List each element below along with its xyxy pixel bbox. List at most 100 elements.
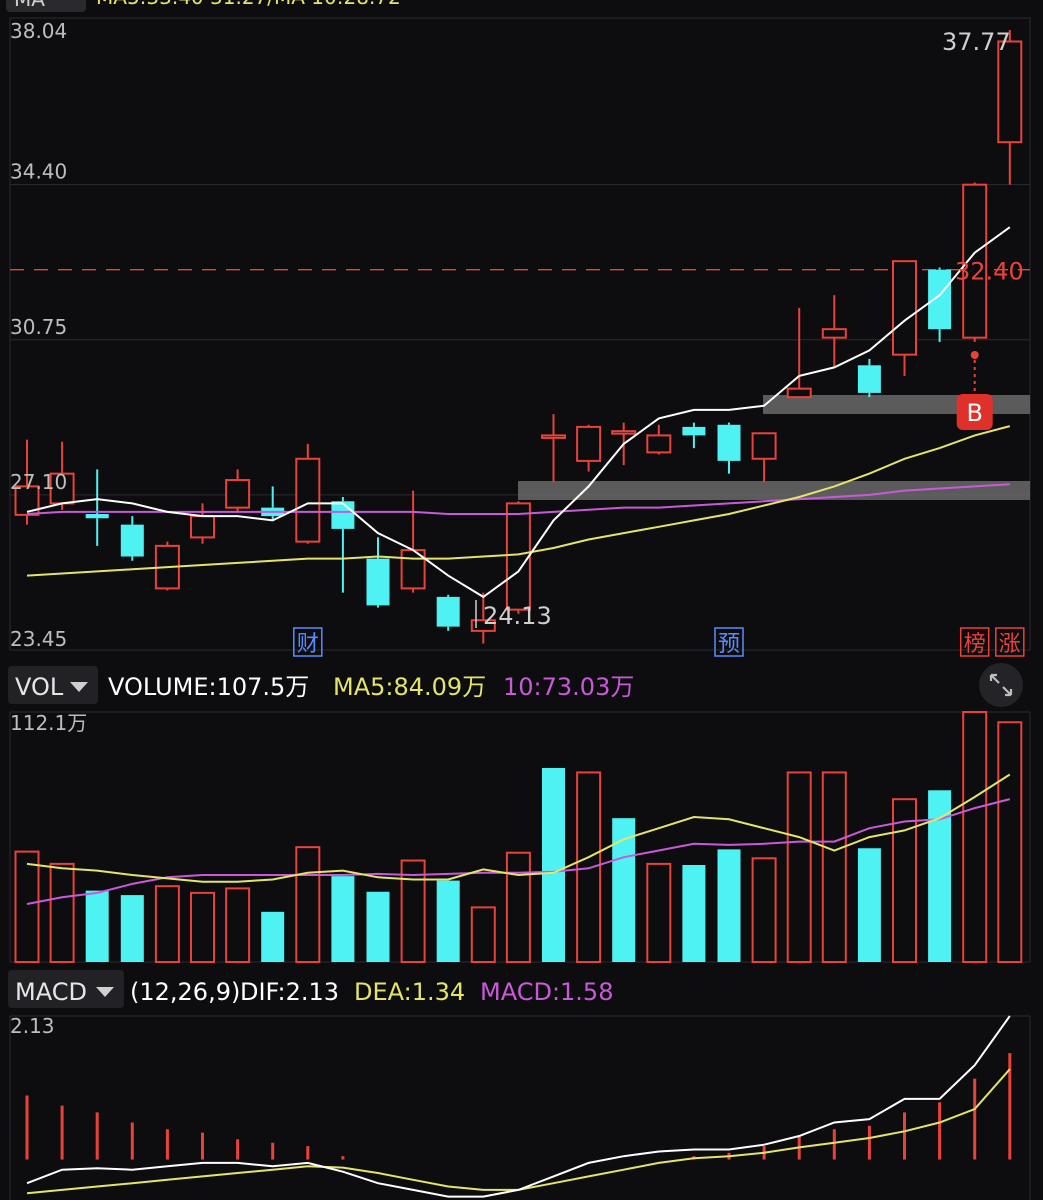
- candle-body: [928, 269, 952, 330]
- volume-bar: [49, 862, 75, 964]
- macd-panel-border: [9, 1015, 1031, 1200]
- ma20-line: [26, 483, 1010, 515]
- vol-selector-chevron-down-icon[interactable]: [70, 682, 88, 692]
- volume-ma10-line: [26, 798, 1011, 905]
- candle-body: [962, 183, 988, 339]
- volume-bar: [295, 846, 321, 964]
- macd-params: (12,26,9): [130, 978, 240, 1006]
- price-ma-lines: [26, 226, 1011, 599]
- volume-bar: [14, 850, 40, 963]
- candle-body: [857, 365, 881, 393]
- macd-grid: 2.13: [9, 1014, 1031, 1200]
- macd-dea-line: [26, 1068, 1011, 1195]
- macd-selector-bg[interactable]: [8, 970, 124, 1008]
- macd-lines: [26, 1015, 1011, 1198]
- price-axis-label: 34.40: [10, 160, 67, 184]
- volume-bar: [892, 798, 917, 963]
- candle: [541, 414, 566, 483]
- volume-ma-lines: [26, 773, 1011, 905]
- volume-bar: [331, 876, 355, 962]
- macd-macd-value: MACD:1.58: [480, 978, 613, 1006]
- price-axis-label: 30.75: [10, 315, 67, 339]
- vol-selector-bg[interactable]: [8, 666, 98, 704]
- candle: [366, 537, 390, 608]
- ma10-line: [26, 425, 1011, 577]
- volume-bar: [717, 849, 741, 962]
- candle: [436, 594, 460, 631]
- ma5-line: [26, 226, 1011, 599]
- candle: [85, 469, 109, 546]
- candle: [225, 469, 251, 512]
- macd-axis-top-label: 2.13: [10, 1014, 55, 1038]
- macd-selector-label[interactable]: MACD: [15, 978, 87, 1006]
- volume-bar: [962, 711, 988, 963]
- expand-button[interactable]: [979, 663, 1023, 707]
- event-tag-label[interactable]: 预: [718, 632, 740, 657]
- price-axis-label: 23.45: [10, 627, 67, 651]
- candle: [400, 490, 426, 593]
- volume-bar: [120, 895, 144, 962]
- macd-header: MACD (12,26,9) DIF:2.13 DEA:1.34 MACD:1.…: [8, 970, 613, 1008]
- price-axis-label: 27.10: [10, 470, 67, 494]
- event-tag-box[interactable]: [714, 627, 744, 657]
- volume-value: VOLUME:107.5万: [108, 673, 309, 701]
- candle: [120, 516, 144, 561]
- event-tag-box[interactable]: [959, 627, 990, 657]
- candle-body: [682, 426, 706, 436]
- support-zone-lower: [518, 481, 1030, 500]
- candle-body: [366, 558, 390, 606]
- candle: [997, 30, 1023, 185]
- macd-histogram: [25, 1053, 1012, 1160]
- candle: [892, 260, 917, 376]
- event-tag-box[interactable]: [995, 627, 1025, 657]
- candle-body: [576, 425, 602, 462]
- candle-body: [505, 502, 531, 611]
- candle: [295, 443, 321, 544]
- event-tag-box[interactable]: [293, 627, 323, 657]
- candle-body: [646, 434, 672, 454]
- candle: [576, 424, 602, 472]
- event-tag-label[interactable]: 涨: [999, 632, 1021, 657]
- volume-bar: [786, 771, 812, 964]
- volume-header: VOL VOLUME:107.5万 MA5:84.09万 10:73.03万: [8, 663, 1023, 707]
- candle-body: [85, 514, 109, 519]
- buy-marker-badge[interactable]: [956, 394, 993, 430]
- candle: [751, 432, 777, 483]
- vol-selector-label[interactable]: VOL: [15, 673, 64, 701]
- low-price-label: 24.13: [483, 602, 552, 630]
- event-tag-label[interactable]: 财: [297, 632, 319, 657]
- volume-axis-top-label: 112.1万: [10, 711, 87, 735]
- volume-ma10-value: 10:73.03万: [503, 673, 634, 701]
- volume-bar: [542, 767, 565, 962]
- event-tag-label[interactable]: 榜: [964, 632, 986, 657]
- volume-bar: [682, 864, 706, 962]
- ma-selector-bg[interactable]: [6, 0, 86, 12]
- candle: [928, 267, 952, 342]
- price-candles: [14, 30, 1023, 644]
- macd-dif-value: DIF:2.13: [240, 978, 339, 1006]
- candle: [646, 424, 672, 455]
- macd-selector-chevron-down-icon[interactable]: [96, 987, 114, 997]
- candle-body: [997, 40, 1023, 144]
- ma-selector-label: MA: [14, 0, 45, 11]
- volume-ma5-line: [26, 773, 1011, 883]
- candle-body: [541, 434, 566, 439]
- volume-bar: [612, 818, 636, 962]
- volume-bar: [366, 891, 390, 962]
- volume-bar: [751, 857, 777, 964]
- candle: [857, 358, 881, 398]
- candle-body: [120, 524, 144, 557]
- volume-bar: [436, 880, 460, 962]
- candle: [821, 295, 847, 368]
- candle: [261, 486, 285, 521]
- candle-body: [611, 430, 637, 435]
- buy-marker-label[interactable]: B: [966, 399, 982, 427]
- candle-body: [436, 596, 460, 627]
- candle: [962, 182, 988, 342]
- volume-bar: [261, 911, 285, 962]
- price-axis-labels: 38.04 34.40 30.75 27.10 23.45 37.77 32.40 24.13…: [10, 19, 1025, 657]
- volume-bar: [470, 906, 496, 963]
- candle: [682, 422, 706, 449]
- ma-values-partial: MA5:33.40 31.27/MA 10:28.72: [96, 0, 401, 9]
